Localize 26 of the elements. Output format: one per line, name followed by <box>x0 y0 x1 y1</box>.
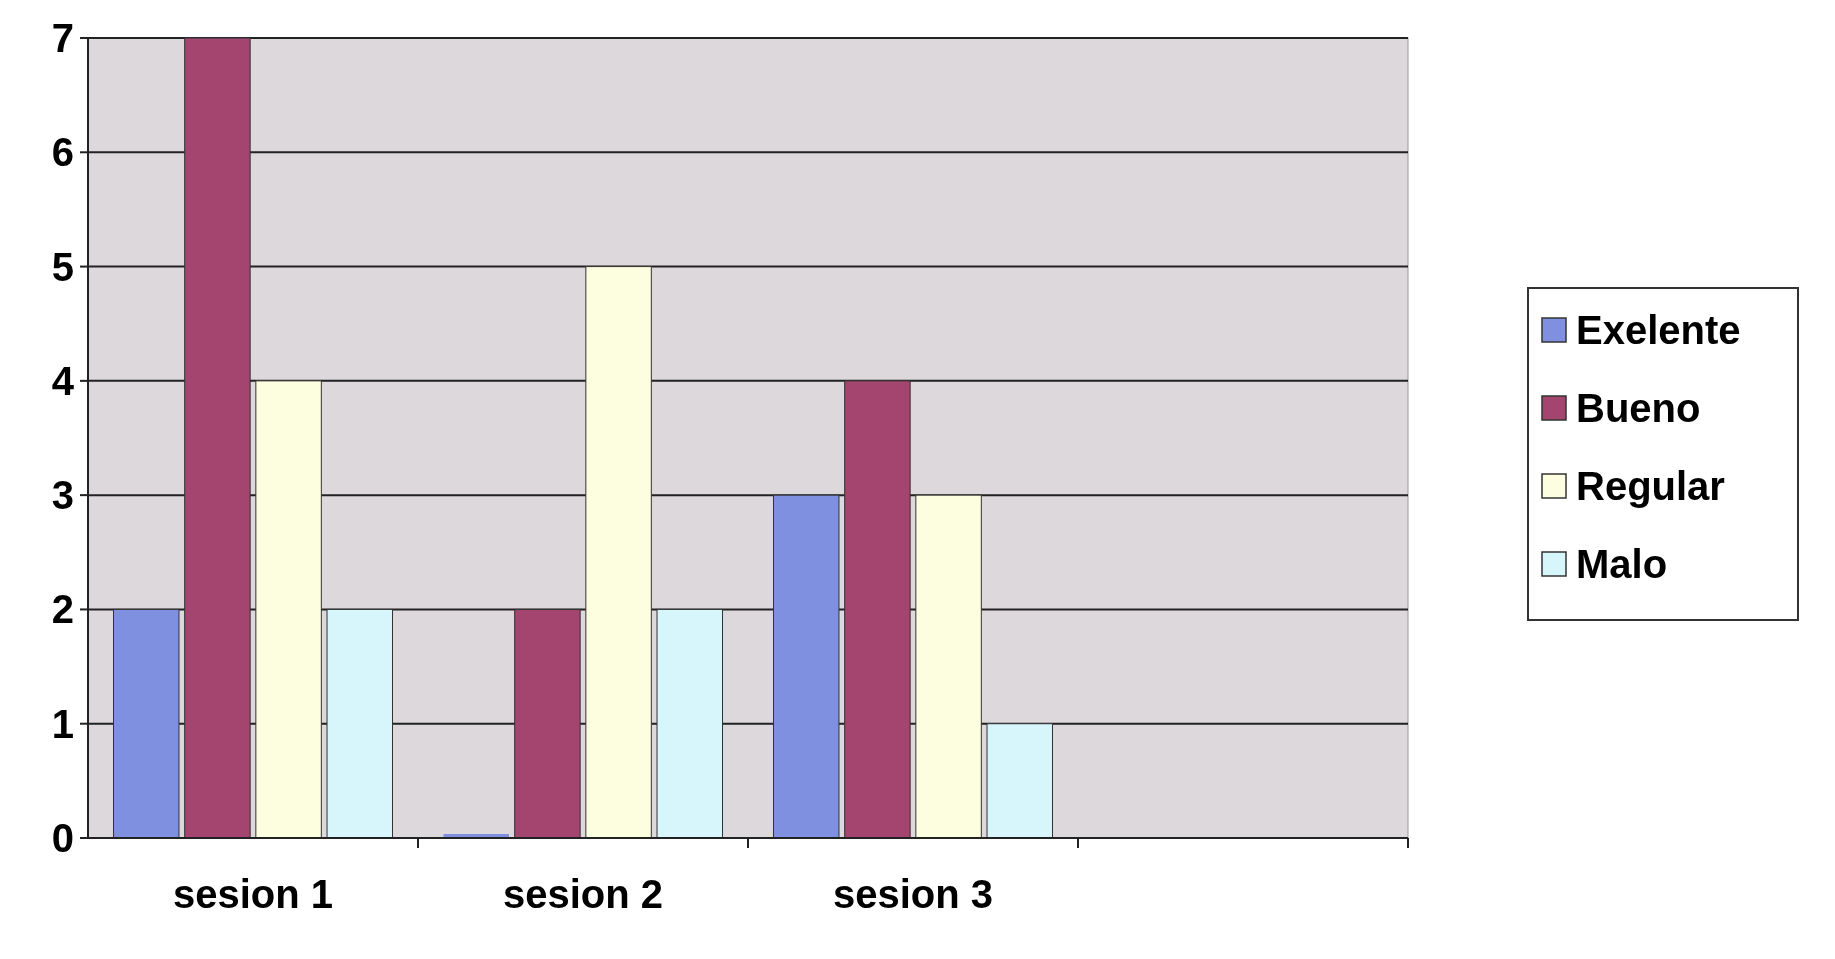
bar <box>772 494 840 839</box>
bar <box>112 608 180 839</box>
bar <box>184 37 251 839</box>
bar <box>326 608 394 839</box>
bar <box>656 608 724 839</box>
y-tick-label: 6 <box>51 130 74 175</box>
x-tick-label: sesion 3 <box>832 872 994 916</box>
bar <box>585 266 652 839</box>
y-tick-label: 7 <box>51 16 74 60</box>
legend-label: Exelente <box>1576 308 1741 352</box>
bar <box>915 494 982 839</box>
legend-label: Regular <box>1576 464 1725 508</box>
y-tick-label: 5 <box>51 244 74 289</box>
y-tick-label: 2 <box>51 587 74 632</box>
y-tick-label: 3 <box>51 473 74 518</box>
bar <box>255 380 322 839</box>
bar <box>514 608 581 839</box>
y-tick-label: 1 <box>51 701 74 746</box>
bar <box>844 380 911 839</box>
y-tick-label: 0 <box>51 816 74 860</box>
legend-label: Malo <box>1576 542 1668 586</box>
bar <box>986 723 1054 839</box>
legend-label: Bueno <box>1576 386 1701 430</box>
x-tick-label: sesion 2 <box>502 872 664 916</box>
y-tick-label: 4 <box>51 358 75 403</box>
x-tick-label: sesion 1 <box>172 872 334 916</box>
